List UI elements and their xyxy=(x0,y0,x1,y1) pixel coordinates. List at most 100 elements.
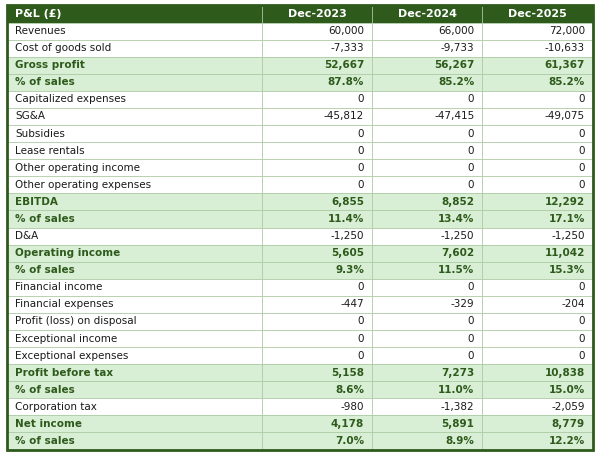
Bar xyxy=(482,176,593,193)
Text: Net income: Net income xyxy=(15,419,82,429)
Bar xyxy=(7,364,262,381)
Bar xyxy=(482,279,593,296)
Bar xyxy=(7,210,262,228)
Text: -447: -447 xyxy=(341,299,364,309)
Text: 13.4%: 13.4% xyxy=(438,214,475,224)
Bar xyxy=(482,57,593,74)
Text: -329: -329 xyxy=(451,299,475,309)
Bar xyxy=(482,125,593,142)
Text: % of sales: % of sales xyxy=(15,77,75,87)
Text: 8,779: 8,779 xyxy=(552,419,585,429)
Text: Dec-2025: Dec-2025 xyxy=(508,9,567,19)
Text: 0: 0 xyxy=(468,351,475,361)
Bar xyxy=(372,228,482,245)
Bar xyxy=(482,108,593,125)
Text: 61,367: 61,367 xyxy=(545,60,585,70)
Bar xyxy=(262,193,372,210)
Bar xyxy=(372,74,482,91)
Text: 0: 0 xyxy=(468,180,475,190)
Text: -45,812: -45,812 xyxy=(324,111,364,121)
Bar xyxy=(262,245,372,262)
Text: 52,667: 52,667 xyxy=(324,60,364,70)
Text: -1,250: -1,250 xyxy=(331,231,364,241)
Bar xyxy=(372,193,482,210)
Text: 5,605: 5,605 xyxy=(331,248,364,258)
Bar xyxy=(262,176,372,193)
Bar xyxy=(372,245,482,262)
Bar xyxy=(7,74,262,91)
Text: Cost of goods sold: Cost of goods sold xyxy=(15,43,111,53)
Bar xyxy=(372,330,482,347)
Text: 5,891: 5,891 xyxy=(442,419,475,429)
Bar xyxy=(7,262,262,279)
Text: 0: 0 xyxy=(578,351,585,361)
Text: -1,250: -1,250 xyxy=(441,231,475,241)
Bar xyxy=(372,296,482,313)
Bar xyxy=(7,108,262,125)
Text: 0: 0 xyxy=(578,94,585,104)
Bar xyxy=(262,415,372,432)
Text: Financial expenses: Financial expenses xyxy=(15,299,113,309)
Text: 0: 0 xyxy=(358,146,364,156)
Bar xyxy=(372,40,482,57)
Bar xyxy=(262,57,372,74)
Text: 0: 0 xyxy=(358,180,364,190)
Text: 0: 0 xyxy=(578,180,585,190)
Text: -47,415: -47,415 xyxy=(434,111,475,121)
Bar xyxy=(7,296,262,313)
Bar xyxy=(372,415,482,432)
Bar xyxy=(482,23,593,40)
Text: 56,267: 56,267 xyxy=(434,60,475,70)
Text: 6,855: 6,855 xyxy=(331,197,364,207)
Text: P&L (£): P&L (£) xyxy=(15,9,62,19)
Bar xyxy=(262,313,372,330)
Bar xyxy=(262,330,372,347)
Bar xyxy=(262,125,372,142)
Text: 0: 0 xyxy=(468,163,475,173)
Text: -2,059: -2,059 xyxy=(551,402,585,412)
Bar xyxy=(7,40,262,57)
Bar xyxy=(482,91,593,108)
Bar xyxy=(7,57,262,74)
Bar xyxy=(7,228,262,245)
Bar xyxy=(372,381,482,398)
Text: -980: -980 xyxy=(341,402,364,412)
Bar xyxy=(262,279,372,296)
Bar xyxy=(372,176,482,193)
Bar xyxy=(7,5,262,23)
Text: 85.2%: 85.2% xyxy=(549,77,585,87)
Bar xyxy=(262,364,372,381)
Text: 0: 0 xyxy=(358,163,364,173)
Text: 0: 0 xyxy=(468,334,475,344)
Text: Lease rentals: Lease rentals xyxy=(15,146,85,156)
Bar xyxy=(482,74,593,91)
Text: Exceptional expenses: Exceptional expenses xyxy=(15,351,128,361)
Bar xyxy=(372,108,482,125)
Text: 0: 0 xyxy=(578,316,585,326)
Text: -10,633: -10,633 xyxy=(545,43,585,53)
Text: Profit (loss) on disposal: Profit (loss) on disposal xyxy=(15,316,137,326)
Bar xyxy=(372,398,482,415)
Text: SG&A: SG&A xyxy=(15,111,45,121)
Text: Financial income: Financial income xyxy=(15,282,103,292)
Text: 0: 0 xyxy=(358,316,364,326)
Text: -1,250: -1,250 xyxy=(551,231,585,241)
Text: -204: -204 xyxy=(562,299,585,309)
Bar xyxy=(372,57,482,74)
Bar xyxy=(372,313,482,330)
Text: 11.5%: 11.5% xyxy=(438,265,475,275)
Bar xyxy=(7,23,262,40)
Text: Exceptional income: Exceptional income xyxy=(15,334,117,344)
Bar xyxy=(482,245,593,262)
Text: 0: 0 xyxy=(468,146,475,156)
Text: -7,333: -7,333 xyxy=(331,43,364,53)
Bar xyxy=(7,193,262,210)
Text: Dec-2023: Dec-2023 xyxy=(287,9,346,19)
Text: 0: 0 xyxy=(578,282,585,292)
Bar xyxy=(372,23,482,40)
Bar xyxy=(482,228,593,245)
Bar xyxy=(482,296,593,313)
Text: 72,000: 72,000 xyxy=(549,26,585,36)
Bar xyxy=(372,347,482,364)
Text: 12.2%: 12.2% xyxy=(549,436,585,446)
